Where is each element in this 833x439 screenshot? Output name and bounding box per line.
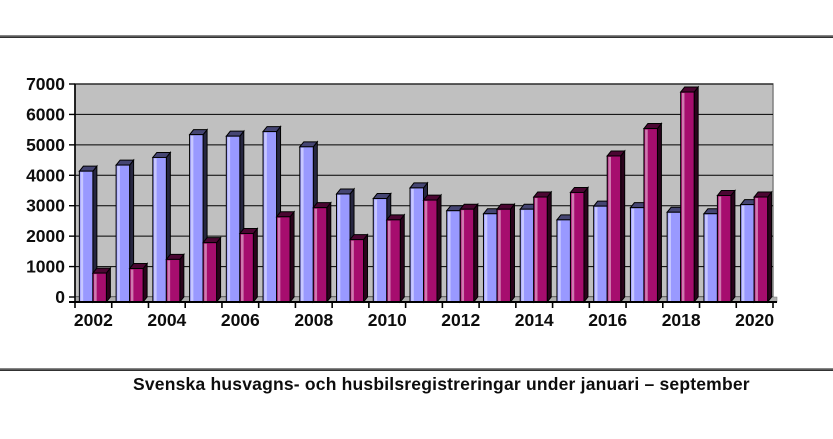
y-axis-label: 3000 bbox=[26, 196, 65, 216]
bar-series-2-magenta-2005 bbox=[202, 236, 222, 304]
y-axis-label: 4000 bbox=[26, 165, 65, 185]
y-axis-label: 2000 bbox=[26, 226, 65, 246]
bar-series-2-magenta-2004 bbox=[165, 252, 185, 304]
bar-series-2-magenta-2003 bbox=[128, 262, 149, 304]
x-axis-label: 2002 bbox=[74, 310, 113, 330]
y-axis-label: 7000 bbox=[26, 74, 65, 94]
x-axis-label: 2014 bbox=[515, 310, 554, 330]
bar-series-2-magenta-2018 bbox=[679, 85, 700, 304]
bar-series-2-magenta-2006 bbox=[238, 227, 259, 304]
bar-series-2-magenta-2016 bbox=[606, 149, 626, 304]
bar-series-2-magenta-2012 bbox=[459, 202, 479, 304]
caption-divider-rule bbox=[0, 368, 833, 371]
bar-series-2-magenta-2010 bbox=[385, 213, 406, 304]
chart-caption: Svenska husvagns- och husbilsregistrerin… bbox=[133, 374, 750, 394]
x-axis-label: 2020 bbox=[735, 310, 774, 330]
bar-series-2-magenta-2013 bbox=[495, 202, 516, 304]
x-axis-label: 2004 bbox=[147, 310, 186, 330]
bar-series-2-magenta-2008 bbox=[312, 201, 332, 304]
x-axis-label: 2006 bbox=[221, 310, 260, 330]
bar-series-2-magenta-2020 bbox=[753, 190, 773, 304]
bar-series-2-magenta-2007 bbox=[275, 210, 296, 304]
y-axis-label: 1000 bbox=[26, 257, 65, 277]
top-divider-rule bbox=[0, 35, 833, 38]
bar-series-2-magenta-2002 bbox=[91, 266, 112, 304]
bar-series-2-magenta-2015 bbox=[569, 186, 589, 304]
x-axis-label: 2016 bbox=[588, 310, 627, 330]
bar-series-2-magenta-2011 bbox=[422, 193, 443, 304]
bar-series-2-magenta-2014 bbox=[532, 190, 553, 304]
x-axis-label: 2012 bbox=[441, 310, 480, 330]
bar-chart: 7000 6000 5000 4000 3000 2000 1000 0 2002 2004 200… bbox=[0, 40, 833, 340]
y-axis-label: 6000 bbox=[26, 104, 65, 124]
y-axis-label: 0 bbox=[55, 287, 65, 307]
x-axis-label: 2010 bbox=[368, 310, 407, 330]
bar-series-2-magenta-2019 bbox=[716, 189, 736, 304]
y-axis-label: 5000 bbox=[26, 135, 65, 155]
bar-series-2-magenta-2017 bbox=[642, 122, 663, 304]
bar-series-1-lavender-2002 bbox=[78, 164, 98, 304]
bar-series-2-magenta-2009 bbox=[348, 233, 369, 304]
x-axis-label: 2018 bbox=[662, 310, 701, 330]
x-axis-label: 2008 bbox=[294, 310, 333, 330]
chart-canvas: 7000 6000 5000 4000 3000 2000 1000 0 2002 2004 200… bbox=[26, 74, 778, 330]
